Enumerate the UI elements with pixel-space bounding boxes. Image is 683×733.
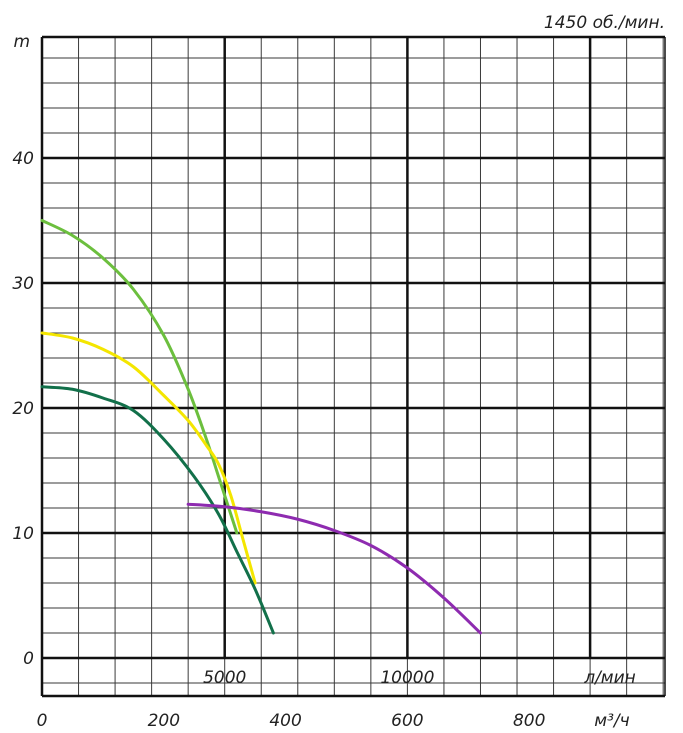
x-flow-lpm-tick-label: 10000 [380,668,434,688]
y-axis-label: m [13,32,30,52]
series-line-light-green [40,219,239,535]
y-tick-label: 10 [12,524,34,544]
x-flow-lpm-tick-labels: 5000 10000 [203,668,434,688]
series-line-dark-green [40,385,275,635]
y-tick-label: 40 [12,149,34,169]
x-m3h-tick-label: 200 [148,711,180,731]
x-flow-lpm-tick-label: 5000 [203,668,246,688]
y-tick-labels: 0 10 20 30 40 [12,149,34,669]
x-flow-lpm-label: л/мин [583,668,636,688]
series-line-purple [186,502,482,635]
major-grid [42,37,665,660]
x-m3h-tick-label: 800 [513,711,545,731]
y-tick-label: 20 [12,399,34,419]
y-tick-label: 30 [12,274,34,294]
series-group [40,219,482,635]
x-m3h-tick-label: 600 [391,711,423,731]
x-m3h-tick-label: 400 [269,711,301,731]
x-m3h-label: м³/ч [594,711,629,731]
x-m3h-tick-labels: 0 200 400 600 800 [37,711,546,731]
y-tick-label: 0 [23,649,34,669]
axes [40,35,666,698]
speed-label: 1450 об./мин. [544,13,665,33]
x-m3h-tick-label: 0 [37,711,48,731]
